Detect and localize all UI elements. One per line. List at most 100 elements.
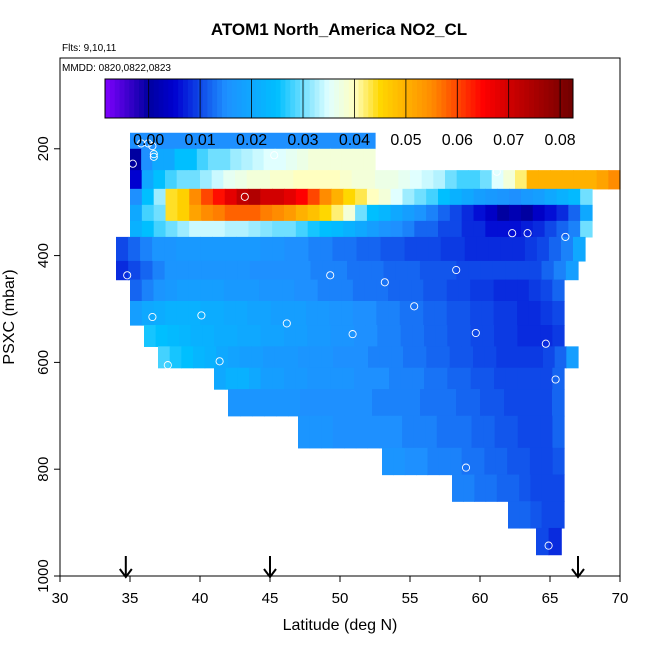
heatmap-cell bbox=[141, 204, 155, 222]
heatmap-cell bbox=[461, 220, 475, 238]
colorbar bbox=[104, 78, 574, 119]
heatmap-cell bbox=[366, 204, 380, 222]
colorbar-segment bbox=[275, 79, 282, 118]
heatmap-cell bbox=[307, 204, 321, 222]
heatmap-cell bbox=[470, 367, 483, 390]
heatmap-cell bbox=[259, 300, 272, 326]
colorbar-tick-label: 0.04 bbox=[339, 132, 370, 149]
heatmap-cell bbox=[188, 300, 201, 326]
heatmap-cell bbox=[414, 220, 427, 238]
heatmap-cell bbox=[309, 415, 322, 449]
heatmap-cell bbox=[307, 367, 320, 390]
heatmap-cell bbox=[426, 188, 439, 206]
heatmap-cell bbox=[447, 367, 460, 390]
observation-point bbox=[471, 328, 480, 338]
heatmap-cell bbox=[544, 204, 558, 222]
heatmap-cell bbox=[331, 220, 344, 238]
heatmap-cell bbox=[334, 260, 348, 281]
heatmap-cell bbox=[516, 389, 529, 417]
heatmap-cell bbox=[286, 346, 299, 369]
heatmap-cell bbox=[247, 279, 260, 302]
colorbar-segment bbox=[553, 79, 559, 118]
heatmap-cell bbox=[152, 236, 165, 262]
x-axis-label: Latitude (deg N) bbox=[283, 617, 398, 634]
heatmap-cell bbox=[468, 260, 482, 281]
heatmap-cell bbox=[461, 204, 475, 222]
heatmap-cell bbox=[330, 367, 343, 390]
colorbar-segment bbox=[431, 79, 437, 118]
heatmap-cell bbox=[412, 367, 425, 390]
heatmap-cell bbox=[224, 236, 237, 262]
heatmap-cell bbox=[529, 415, 542, 449]
heatmap-cell bbox=[470, 279, 483, 302]
observation-point bbox=[282, 319, 291, 328]
heatmap-cell bbox=[293, 170, 306, 190]
heatmap-cell bbox=[552, 389, 565, 417]
heatmap-cell bbox=[427, 447, 440, 476]
heatmap-cell bbox=[309, 346, 322, 369]
heatmap-cell bbox=[185, 148, 198, 171]
x-tick-label: 65 bbox=[542, 590, 559, 607]
heatmap-cell bbox=[295, 204, 309, 222]
heatmap-cell bbox=[252, 132, 376, 150]
heatmap-cell bbox=[241, 148, 254, 171]
colorbar-segment bbox=[241, 79, 247, 118]
flight-arrows bbox=[119, 556, 585, 579]
colorbar-segment bbox=[192, 79, 199, 118]
observation-point bbox=[326, 271, 335, 280]
heatmap-cell bbox=[389, 325, 402, 347]
heatmap-cell bbox=[497, 188, 510, 206]
heatmap-cell bbox=[484, 346, 497, 369]
heatmap-cell bbox=[536, 236, 550, 262]
heatmap-cell bbox=[214, 325, 227, 347]
colorbar-segment bbox=[470, 79, 477, 118]
heatmap-cell bbox=[188, 236, 201, 262]
heatmap-cell bbox=[400, 325, 413, 347]
heatmap-cell bbox=[176, 260, 190, 281]
heatmap-cell bbox=[300, 389, 313, 417]
heatmap-cell bbox=[344, 415, 357, 449]
heatmap-cell bbox=[515, 170, 528, 190]
heatmap-cell bbox=[249, 367, 262, 390]
heatmap-cell bbox=[414, 204, 427, 222]
heatmap-cell bbox=[164, 236, 177, 262]
heatmap-cell bbox=[470, 325, 483, 347]
colorbar-segment bbox=[280, 79, 286, 118]
heatmap-cell bbox=[321, 415, 334, 449]
heatmap-cell bbox=[540, 389, 553, 417]
heatmap-cell bbox=[248, 188, 261, 206]
heatmap-cell bbox=[505, 367, 518, 390]
heatmap-cell bbox=[449, 204, 463, 222]
heatmap-cell bbox=[310, 260, 324, 281]
heatmap-cell bbox=[468, 170, 481, 190]
heatmap-cell bbox=[285, 148, 298, 171]
colorbar-segment bbox=[456, 79, 462, 118]
colorbar-tick-label: 0.05 bbox=[390, 132, 421, 149]
heatmap-cell bbox=[176, 279, 190, 302]
heatmap-cell bbox=[517, 325, 530, 347]
colorbar-segment bbox=[568, 79, 574, 118]
heatmap-cell bbox=[485, 220, 498, 238]
heatmap-cell bbox=[444, 389, 457, 417]
heatmap-cell bbox=[351, 170, 364, 190]
heatmap-cell bbox=[295, 325, 308, 347]
heatmap-cell bbox=[153, 204, 167, 222]
heatmap-cell bbox=[483, 415, 496, 449]
flight-arrow bbox=[571, 556, 585, 579]
heatmap-cell bbox=[352, 148, 365, 171]
heatmap-cell bbox=[355, 220, 368, 238]
heatmap-cell bbox=[177, 204, 190, 222]
heatmap-cell bbox=[529, 447, 542, 476]
heatmap-cell bbox=[416, 236, 430, 262]
colorbar-segment bbox=[222, 79, 228, 118]
heatmap-cell bbox=[445, 170, 458, 190]
colorbar-segment bbox=[495, 79, 501, 118]
heatmap-cell bbox=[448, 415, 461, 449]
heatmap-cell bbox=[140, 236, 153, 262]
heatmap-cell bbox=[485, 474, 498, 502]
heatmap-cell bbox=[434, 300, 448, 326]
heatmap-cell bbox=[423, 279, 436, 302]
heatmap-cell bbox=[482, 367, 495, 390]
heatmap-cell bbox=[456, 170, 469, 190]
heatmap-cell bbox=[332, 236, 346, 262]
